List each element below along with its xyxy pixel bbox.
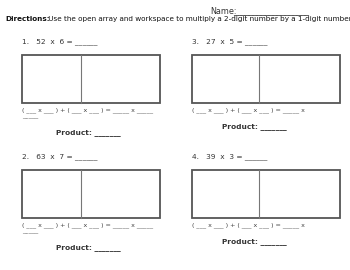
Text: ( ___ x ___ ) + ( ___ x ___ ) = _____ x: ( ___ x ___ ) + ( ___ x ___ ) = _____ x: [192, 222, 305, 228]
Text: Directions:: Directions:: [5, 16, 50, 22]
Bar: [22, 170, 160, 218]
Text: Product: _______: Product: _______: [222, 238, 286, 245]
Text: Product: _______: Product: _______: [222, 123, 286, 130]
Text: 3.   27  x  5 = ______: 3. 27 x 5 = ______: [192, 38, 267, 45]
Text: ( ___ x ___ ) + ( ___ x ___ ) = _____ x _____: ( ___ x ___ ) + ( ___ x ___ ) = _____ x …: [22, 107, 153, 113]
Bar: [22, 55, 160, 103]
Text: 2.   63  x  7 = ______: 2. 63 x 7 = ______: [22, 153, 98, 160]
Text: _____: _____: [22, 229, 38, 234]
Text: _____: _____: [22, 114, 38, 119]
Bar: [192, 170, 340, 218]
Bar: [192, 55, 340, 103]
Text: ( ___ x ___ ) + ( ___ x ___ ) = _____ x: ( ___ x ___ ) + ( ___ x ___ ) = _____ x: [192, 107, 305, 113]
Text: 4.   39  x  3 = ______: 4. 39 x 3 = ______: [192, 153, 267, 160]
Text: Name:: Name:: [210, 7, 237, 16]
Text: ___________________: ___________________: [233, 7, 309, 16]
Text: 1.   52  x  6 = ______: 1. 52 x 6 = ______: [22, 38, 98, 45]
Text: ( ___ x ___ ) + ( ___ x ___ ) = _____ x _____: ( ___ x ___ ) + ( ___ x ___ ) = _____ x …: [22, 222, 153, 228]
Text: Product: _______: Product: _______: [56, 129, 121, 136]
Text: Product: _______: Product: _______: [56, 244, 121, 251]
Text: Use the open array and workspace to multiply a 2-digit number by a 1-digit numbe: Use the open array and workspace to mult…: [46, 16, 350, 22]
